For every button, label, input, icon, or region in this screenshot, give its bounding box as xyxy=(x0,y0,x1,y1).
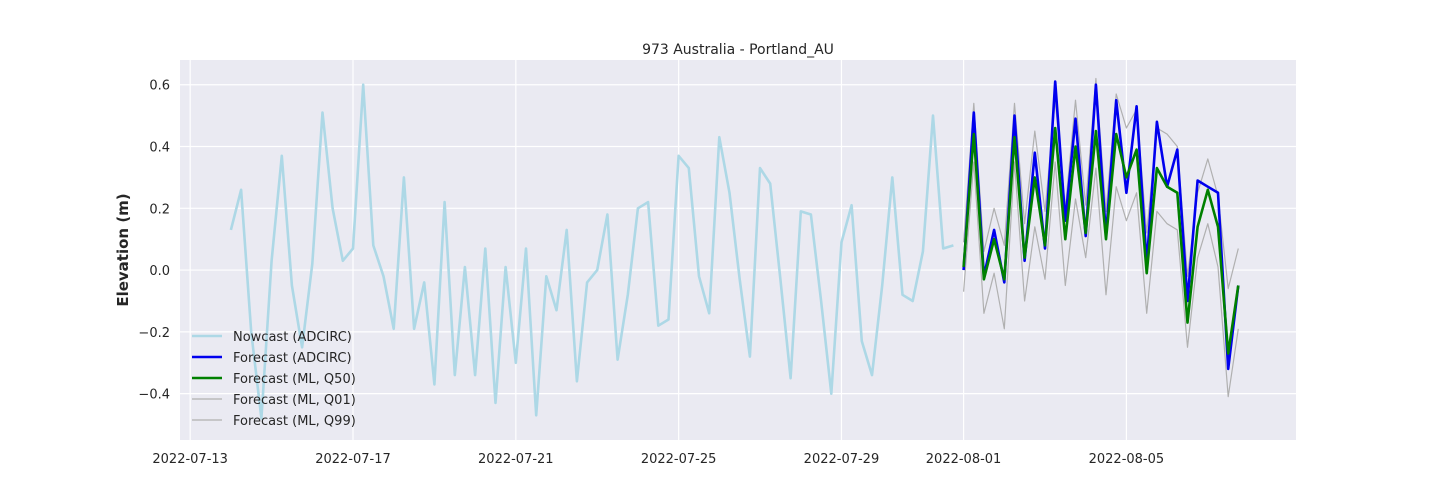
legend-label: Forecast (ML, Q99) xyxy=(233,414,356,429)
axis-ticks: 2022-07-13 2022-07-17 2022-07-21 2022-07-25… xyxy=(138,79,1164,467)
x-tick-label: 2022-07-25 xyxy=(641,452,717,467)
x-tick-label: 2022-07-29 xyxy=(804,452,880,467)
legend: Nowcast (ADCIRC) Forecast (ADCIRC) Forecas… xyxy=(192,330,356,429)
x-tick-label: 2022-08-05 xyxy=(1089,452,1165,467)
legend-label: Nowcast (ADCIRC) xyxy=(233,330,352,345)
y-tick-label: 0.6 xyxy=(149,79,170,94)
x-tick-label: 2022-08-01 xyxy=(926,452,1002,467)
series-line-nowcast-adcirc xyxy=(229,83,954,420)
series-line-forecast-ml-q01 xyxy=(963,161,1239,398)
x-tick-label: 2022-07-17 xyxy=(315,452,391,467)
x-tick-label: 2022-07-21 xyxy=(478,452,554,467)
legend-label: Forecast (ADCIRC) xyxy=(233,351,352,366)
x-tick-label: 2022-07-13 xyxy=(152,452,228,467)
y-axis-label: Elevation (m) xyxy=(114,193,132,306)
legend-label: Forecast (ML, Q01) xyxy=(233,393,356,408)
y-tick-label: −0.2 xyxy=(138,326,170,341)
legend-label: Forecast (ML, Q50) xyxy=(233,372,356,387)
y-tick-label: 0.0 xyxy=(149,264,170,279)
y-tick-label: 0.4 xyxy=(149,141,170,156)
y-tick-label: 0.2 xyxy=(149,202,170,217)
y-tick-label: −0.4 xyxy=(138,388,170,403)
chart-title: 973 Australia - Portland_AU xyxy=(642,42,834,58)
series-line-forecast-ml-q50 xyxy=(962,126,1240,355)
series-lines xyxy=(229,77,1240,420)
